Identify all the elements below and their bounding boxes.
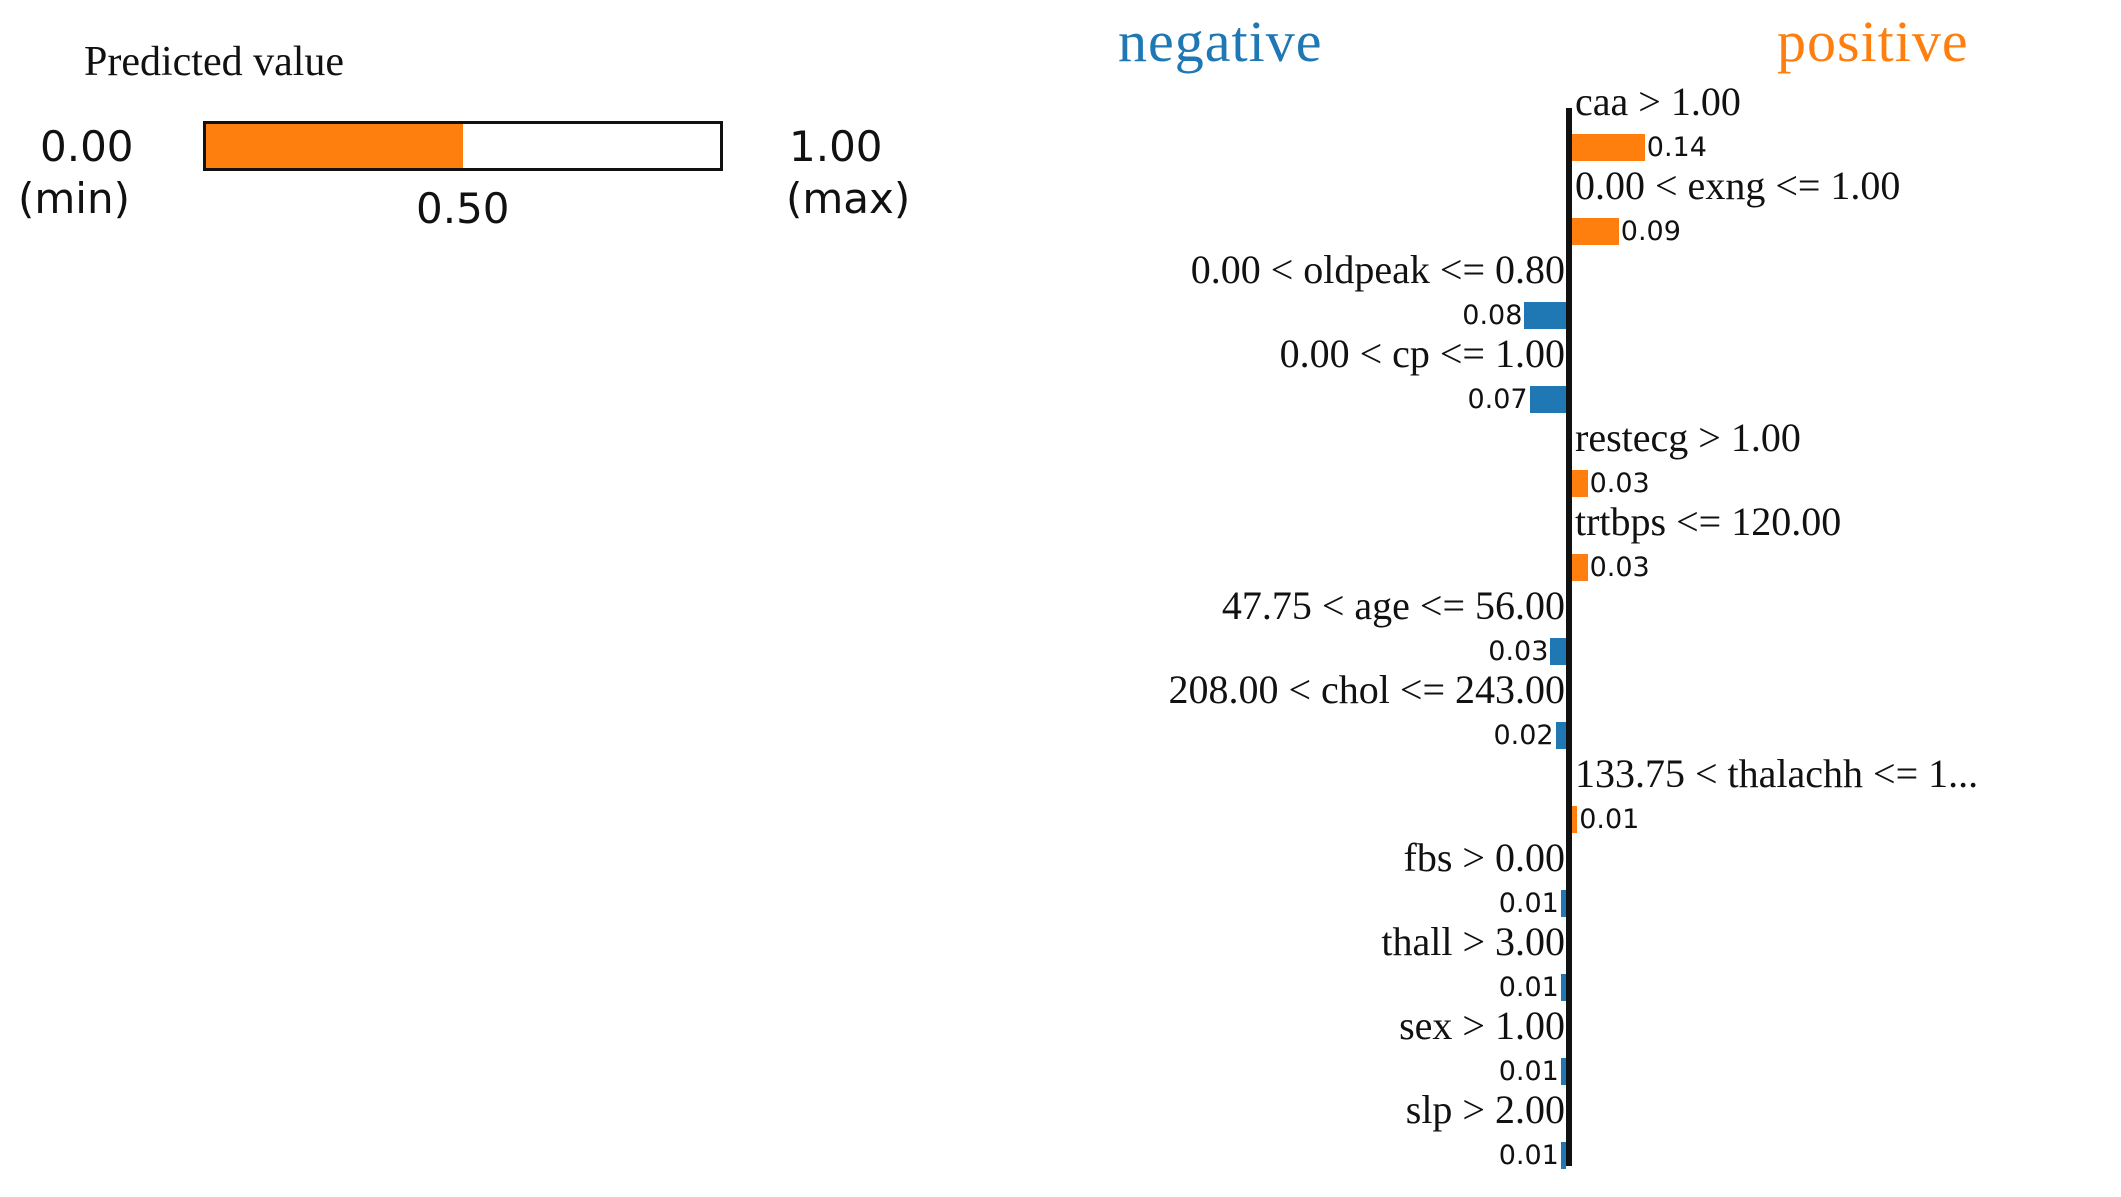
contribution-value-label: 0.14 xyxy=(1646,132,1707,163)
contribution-value-label: 0.01 xyxy=(1498,888,1559,919)
contribution-value-label: 0.01 xyxy=(1498,1140,1559,1171)
contribution-value-label: 0.03 xyxy=(1589,552,1650,583)
negative-contribution-bar xyxy=(1555,722,1566,749)
contribution-value-label: 0.03 xyxy=(1589,468,1650,499)
feature-label: thall > 3.00 xyxy=(1381,919,1565,964)
positive-contribution-bar xyxy=(1572,554,1588,581)
predicted-value-bar xyxy=(203,121,723,171)
predicted-max-value: 1.00 xyxy=(789,122,883,171)
contribution-value-label: 0.03 xyxy=(1488,636,1549,667)
contribution-value-label: 0.02 xyxy=(1493,720,1554,751)
positive-contribution-bar xyxy=(1572,218,1619,245)
negative-contribution-bar xyxy=(1524,302,1566,329)
predicted-value-label: 0.50 xyxy=(416,184,510,233)
feature-label: sex > 1.00 xyxy=(1399,1003,1565,1048)
contribution-value-label: 0.01 xyxy=(1498,1056,1559,1087)
negative-contribution-bar xyxy=(1550,638,1566,665)
contribution-value-label: 0.01 xyxy=(1579,804,1640,835)
feature-label: 133.75 < thalachh <= 1... xyxy=(1575,751,1979,796)
positive-contribution-bar xyxy=(1572,134,1645,161)
feature-label: trtbps <= 120.00 xyxy=(1575,499,1842,544)
contribution-value-label: 0.08 xyxy=(1462,300,1523,331)
feature-label: fbs > 0.00 xyxy=(1403,835,1565,880)
feature-label: 0.00 < exng <= 1.00 xyxy=(1575,163,1901,208)
feature-label: caa > 1.00 xyxy=(1575,79,1741,124)
feature-label: 208.00 < chol <= 243.00 xyxy=(1168,667,1565,712)
contribution-value-label: 0.07 xyxy=(1467,384,1528,415)
predicted-max-note: (max) xyxy=(786,174,911,223)
negative-contribution-bar xyxy=(1529,386,1566,413)
feature-label: restecg > 1.00 xyxy=(1575,415,1801,460)
negative-contribution-bar xyxy=(1560,974,1566,1001)
negative-heading: negative xyxy=(1118,9,1323,74)
predicted-value-fill xyxy=(206,124,463,168)
predicted-min-note: (min) xyxy=(18,174,130,223)
positive-heading: positive xyxy=(1777,9,1969,74)
feature-label: 0.00 < oldpeak <= 0.80 xyxy=(1190,247,1565,292)
negative-contribution-bar xyxy=(1560,1142,1566,1169)
negative-contribution-bar xyxy=(1560,890,1566,917)
predicted-value-title: Predicted value xyxy=(84,39,345,85)
negative-contribution-bar xyxy=(1560,1058,1566,1085)
feature-label: 0.00 < cp <= 1.00 xyxy=(1279,331,1565,376)
positive-contribution-bar xyxy=(1572,806,1578,833)
positive-contribution-bar xyxy=(1572,470,1588,497)
feature-label: slp > 2.00 xyxy=(1405,1087,1565,1132)
predicted-min-value: 0.00 xyxy=(40,122,134,171)
contribution-value-label: 0.09 xyxy=(1620,216,1681,247)
contribution-value-label: 0.01 xyxy=(1498,972,1559,1003)
chart-center-axis xyxy=(1566,108,1572,1166)
feature-label: 47.75 < age <= 56.00 xyxy=(1221,583,1565,628)
